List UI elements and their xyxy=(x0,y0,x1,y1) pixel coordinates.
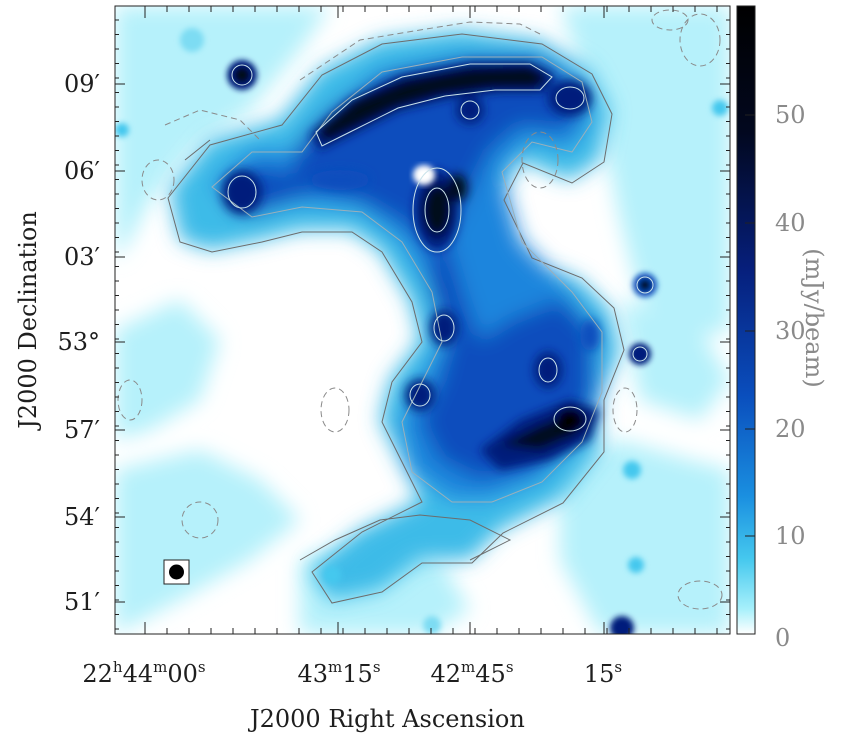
colorbar-gradient xyxy=(736,5,756,635)
contours xyxy=(117,9,723,610)
x-axis-title: J2000 Right Ascension xyxy=(250,705,525,733)
x-tick-label: 43m15s xyxy=(297,658,381,688)
y-tick-label: 53° xyxy=(57,328,100,356)
colorbar-tick-label: 20 xyxy=(775,415,806,443)
x-tick-label: 42m45s xyxy=(430,658,514,688)
tick-marks xyxy=(115,6,730,634)
negative-contours xyxy=(117,9,723,610)
colorbar-tick-label: 30 xyxy=(775,317,806,345)
y-axis-title: J2000 Declination xyxy=(14,211,42,429)
x-tick-label: 15s xyxy=(583,658,623,688)
beam-size-marker xyxy=(163,559,190,585)
colorbar-tick-marks xyxy=(745,114,755,537)
y-tick-label: 06′ xyxy=(64,157,100,185)
point-sources xyxy=(115,28,728,634)
colorbar-title: (mJy/beam) xyxy=(800,248,828,388)
y-tick-label: 57′ xyxy=(64,416,100,444)
emission-map xyxy=(115,6,730,634)
colorbar-tick-label: 50 xyxy=(775,101,806,129)
y-tick-label: 03′ xyxy=(64,243,100,271)
plot-frame xyxy=(114,5,731,635)
colorbar-tick-label: 40 xyxy=(775,209,806,237)
x-tick-label: 22h44m00s xyxy=(82,658,206,688)
y-tick-label: 54′ xyxy=(64,503,100,531)
colorbar-tick-label: 10 xyxy=(775,522,806,550)
y-tick-label: 51′ xyxy=(64,588,100,616)
y-tick-label: 09′ xyxy=(64,70,100,98)
colorbar-tick-label: 0 xyxy=(775,624,791,652)
